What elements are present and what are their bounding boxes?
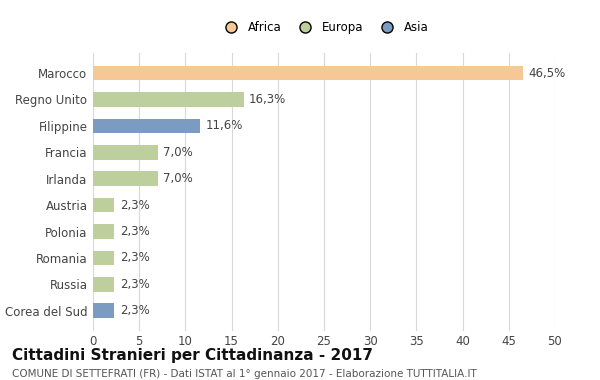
Bar	[93, 198, 114, 212]
Bar	[93, 119, 200, 133]
Bar	[93, 304, 114, 318]
Text: 16,3%: 16,3%	[249, 93, 286, 106]
Text: 11,6%: 11,6%	[206, 119, 243, 132]
Text: Cittadini Stranieri per Cittadinanza - 2017: Cittadini Stranieri per Cittadinanza - 2…	[12, 348, 373, 363]
Text: 46,5%: 46,5%	[528, 66, 565, 79]
Bar	[93, 251, 114, 265]
Text: 2,3%: 2,3%	[120, 225, 149, 238]
Bar	[93, 224, 114, 239]
Text: 2,3%: 2,3%	[120, 304, 149, 317]
Legend: Africa, Europa, Asia: Africa, Europa, Asia	[217, 19, 431, 36]
Bar	[93, 171, 158, 186]
Bar	[93, 66, 523, 80]
Bar	[93, 277, 114, 291]
Text: 2,3%: 2,3%	[120, 252, 149, 264]
Text: 2,3%: 2,3%	[120, 278, 149, 291]
Bar	[93, 92, 244, 107]
Bar	[93, 145, 158, 160]
Text: 7,0%: 7,0%	[163, 146, 193, 159]
Text: 2,3%: 2,3%	[120, 199, 149, 212]
Text: COMUNE DI SETTEFRATI (FR) - Dati ISTAT al 1° gennaio 2017 - Elaborazione TUTTITA: COMUNE DI SETTEFRATI (FR) - Dati ISTAT a…	[12, 369, 477, 378]
Text: 7,0%: 7,0%	[163, 172, 193, 185]
